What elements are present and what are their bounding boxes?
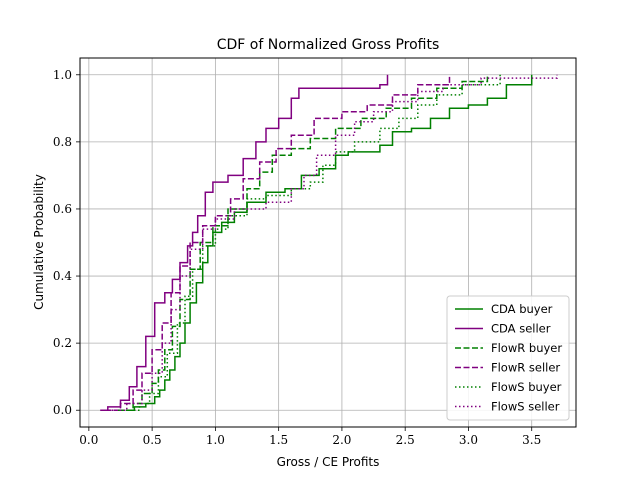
series-line-cda-seller <box>100 74 389 411</box>
chart-title: CDF of Normalized Gross Profits <box>217 37 440 53</box>
legend-label: FlowR seller <box>491 361 560 375</box>
legend-box <box>446 295 570 421</box>
series-line-flowr-seller <box>105 74 451 411</box>
legend-label: FlowS buyer <box>491 380 562 394</box>
y-tick-label: 0.6 <box>53 202 72 216</box>
legend-label: FlowS seller <box>491 400 560 414</box>
y-tick-label: 1.0 <box>53 68 72 82</box>
x-tick-label: 0.0 <box>79 433 98 447</box>
legend-label: CDA buyer <box>491 302 553 316</box>
x-tick-label: 1.5 <box>269 433 288 447</box>
legend-label: FlowR buyer <box>491 341 562 355</box>
y-axis-label: Cumulative Probability <box>32 174 46 310</box>
legend-label: CDA seller <box>491 322 551 336</box>
y-tick-label: 0.8 <box>53 135 72 149</box>
y-tick-label: 0.4 <box>53 269 72 283</box>
legend: CDA buyer CDA seller FlowR buyer FlowR sell… <box>446 295 570 421</box>
x-tick-label: 3.5 <box>522 433 541 447</box>
plot-area-frame <box>79 57 577 428</box>
series-line-flowr-buyer <box>118 74 489 411</box>
x-tick-label: 1.0 <box>206 433 225 447</box>
y-tick-label: 0.2 <box>53 336 72 350</box>
x-axis-label: Gross / CE Profits <box>277 455 380 469</box>
x-tick-label: 0.5 <box>143 433 162 447</box>
series-lines <box>100 74 558 411</box>
series-line-flows-seller <box>107 74 558 411</box>
axis-ticks: 0.0 0.5 1.0 1.5 2.0 2.5 3.0 3.5 0.0 0.2 0.4 0.6 0.8 1… <box>53 68 541 447</box>
x-tick-label: 2.0 <box>332 433 351 447</box>
y-tick-label: 0.0 <box>53 403 72 417</box>
x-tick-label: 2.5 <box>396 433 415 447</box>
x-tick-label: 3.0 <box>459 433 478 447</box>
